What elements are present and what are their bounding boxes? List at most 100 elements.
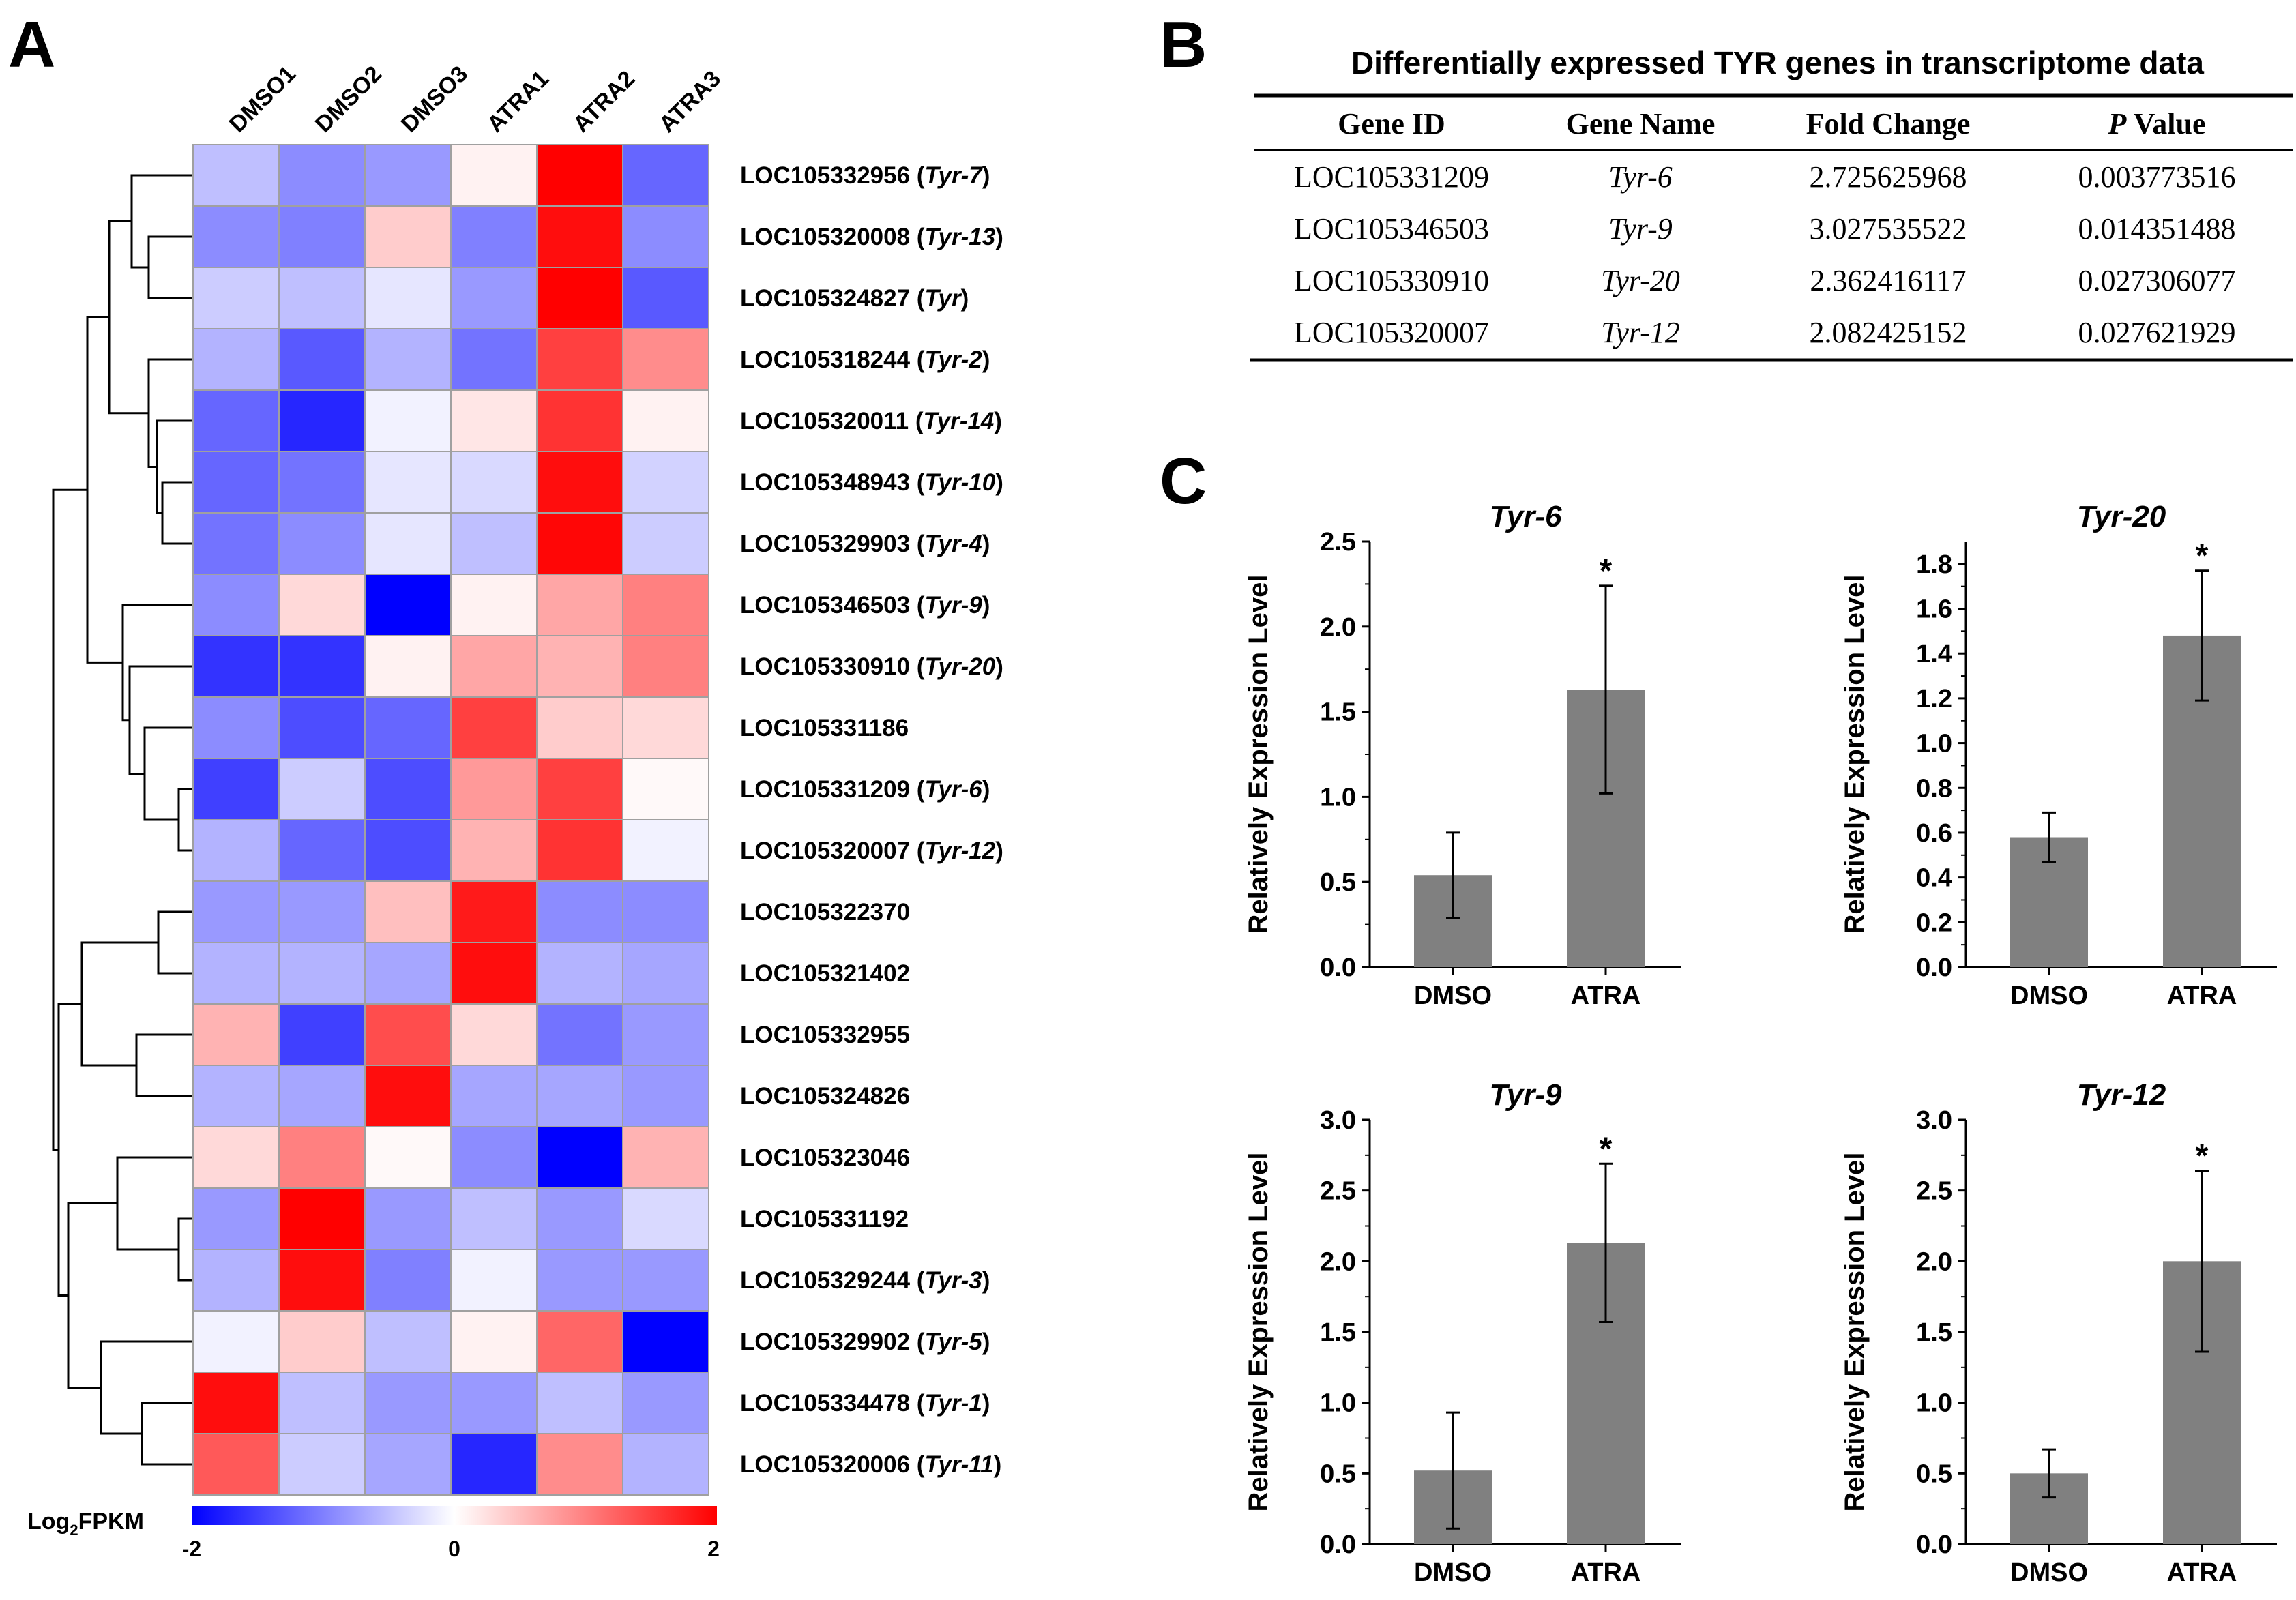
heatmap-row-label: LOC105329903 (Tyr-4): [740, 531, 990, 557]
dendrogram-branch: [100, 1340, 193, 1435]
heatmap-cell: [450, 1126, 538, 1189]
heatmap-cell: [278, 451, 366, 514]
gene-name-close-paren: ): [982, 531, 990, 557]
table-cell-gene-name: Tyr-12: [1601, 316, 1680, 349]
heatmap-cell: [278, 758, 366, 820]
gene-id: LOC105334478: [740, 1390, 910, 1417]
heatmap-cell: [278, 1003, 366, 1066]
gene-name-open-paren: (: [910, 162, 925, 189]
legend-title: Log2FPKM: [27, 1509, 144, 1539]
gene-name-open-paren: (: [910, 592, 925, 619]
y-tick-label: 1.0: [1916, 1389, 1952, 1418]
heatmap-cell: [450, 758, 538, 820]
heatmap-cell: [364, 1372, 452, 1434]
heatmap-cell: [450, 451, 538, 514]
heatmap-cell: [364, 205, 452, 268]
y-tick-label: 1.5: [1320, 1318, 1356, 1347]
gene-name: Tyr-3: [924, 1267, 982, 1294]
heatmap-cell: [450, 512, 538, 575]
heatmap-cell: [192, 819, 280, 882]
panel-label-a: A: [8, 8, 55, 81]
heatmap-cell: [622, 1126, 709, 1189]
heatmap-cell: [364, 1310, 452, 1373]
table-cell-p-value: 0.003773516: [2078, 160, 2236, 194]
y-axis-label: Relatively Expression Level: [1243, 1153, 1274, 1512]
heatmap-cell: [536, 267, 623, 329]
heatmap-row-label: LOC105332955: [740, 1022, 910, 1048]
heatmap-row-labels: LOC105332956 (Tyr-7)LOC105320008 (Tyr-13…: [740, 162, 1003, 1478]
gene-name-open-paren: (: [910, 1267, 925, 1294]
gene-name-close-paren: ): [982, 346, 990, 373]
panel-label-c: C: [1160, 445, 1207, 518]
y-tick-label: 0.6: [1916, 819, 1952, 848]
gene-name-open-paren: (: [910, 1329, 925, 1355]
heatmap-cell: [278, 1310, 366, 1373]
bar-chart: Tyr-12 Relatively Expression Level 0.0 0.5 1…: [1840, 1078, 2277, 1587]
heatmap-cell: [278, 1433, 366, 1496]
significance-marker: *: [1600, 553, 1613, 589]
y-tick-label: 1.2: [1916, 685, 1952, 713]
gene-id: LOC105320008: [740, 224, 910, 250]
heatmap-cell: [536, 574, 623, 636]
gene-id: LOC105348943: [740, 469, 910, 496]
heatmap-cell: [364, 1249, 452, 1312]
heatmap-cell: [278, 880, 366, 943]
heatmap-cell: [622, 1310, 709, 1373]
heatmap-cell: [622, 758, 709, 820]
heatmap-row-label: LOC105329244 (Tyr-3): [740, 1267, 990, 1294]
heatmap-cell: [536, 328, 623, 391]
dendrogram-branch: [157, 910, 193, 975]
heatmap-row-label: LOC105346503 (Tyr-9): [740, 592, 990, 619]
heatmap-cell: [192, 451, 280, 514]
heatmap-cell: [278, 1249, 366, 1312]
y-tick-label: 2.5: [1320, 528, 1356, 557]
dendrogram-branch: [128, 665, 193, 775]
table-rows: LOC105331209 Tyr-6 2.725625968 0.003773516 L…: [1294, 160, 2236, 349]
heatmap-cell: [278, 574, 366, 636]
y-tick-label: 0.4: [1916, 864, 1952, 893]
heatmap-cell: [278, 389, 366, 452]
dendrogram-branch: [143, 726, 193, 821]
x-tick-label: DMSO: [2010, 981, 2088, 1010]
heatmap-column-label: ATRA1: [482, 65, 554, 137]
table-cell-gene-name: Tyr-9: [1608, 212, 1673, 246]
heatmap-row-label: LOC105324826: [740, 1083, 910, 1110]
gene-name-close-paren: ): [994, 1451, 1002, 1478]
y-tick-label: 3.0: [1320, 1106, 1356, 1135]
panel-label-b: B: [1160, 8, 1207, 81]
heatmap-cell: [536, 696, 623, 759]
heatmap-cell: [364, 451, 452, 514]
gene-id: LOC105320007: [740, 838, 910, 864]
heatmap-cell: [364, 942, 452, 1005]
gene-name-open-paren: (: [910, 469, 925, 496]
heatmap-cell: [536, 1372, 623, 1434]
heatmap-cell: [192, 1372, 280, 1434]
gene-name-open-paren: (: [909, 408, 924, 434]
heatmap-cell: [536, 819, 623, 882]
x-tick-label: DMSO: [1414, 1558, 1492, 1587]
dendrogram-branch: [67, 1202, 117, 1389]
heatmap-cell: [536, 144, 623, 207]
heatmap-row-label: LOC105322370: [740, 899, 910, 925]
heatmap-cell: [450, 819, 538, 882]
heatmap-cell: [450, 942, 538, 1005]
x-tick-label: ATRA: [1571, 981, 1641, 1010]
color-legend: Log2FPKM -2 0 2: [27, 1506, 720, 1561]
chart-title-tyr-9: Tyr-9: [1490, 1078, 1562, 1112]
heatmap-row-label: LOC105320006 (Tyr-11): [740, 1451, 1001, 1478]
heatmap-cell: [536, 205, 623, 268]
gene-id: LOC105318244: [740, 346, 911, 373]
dendrogram-branch: [86, 316, 123, 664]
y-tick-label: 1.5: [1916, 1318, 1952, 1347]
gene-name-close-paren: ): [982, 776, 990, 803]
heatmap-cell: [364, 144, 452, 207]
heatmap-column-label: DMSO3: [396, 61, 473, 137]
heatmap-cell: [192, 328, 280, 391]
y-axis-label: Relatively Expression Level: [1840, 1153, 1870, 1512]
heatmap-cell: [192, 205, 280, 268]
heatmap-cell: [450, 1372, 538, 1434]
heatmap-row-label: LOC105331192: [740, 1206, 909, 1232]
heatmap-cell: [622, 144, 709, 207]
gene-name-close-paren: ): [982, 592, 990, 619]
heatmap-cell: [450, 1249, 538, 1312]
